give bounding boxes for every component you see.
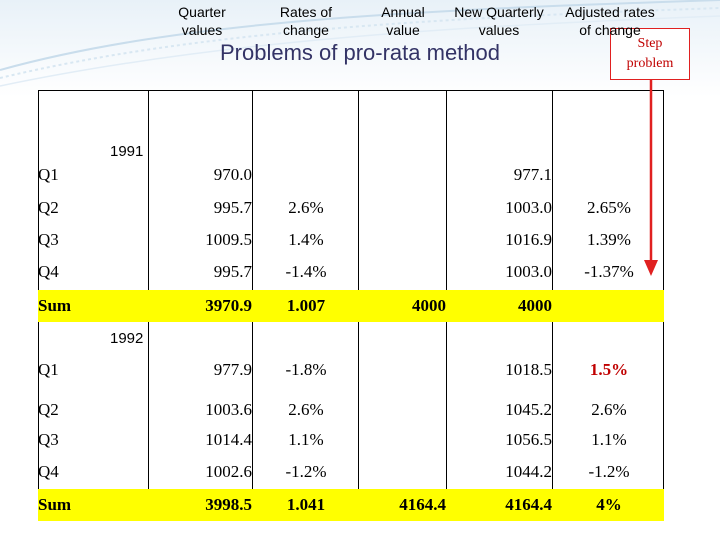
new-quarterly-value: 1044.2 xyxy=(505,462,552,481)
annual-value xyxy=(360,354,446,386)
rate-of-change: 2.6% xyxy=(288,400,324,419)
adjusted-rate: -1.2% xyxy=(588,462,630,481)
table-row: Q4 1002.6 -1.2% 1044.2 -1.2% xyxy=(38,456,664,488)
new-quarterly-value: 1003.0 xyxy=(505,262,552,281)
annual-value xyxy=(360,424,446,456)
table-row: Q1 970.0 977.1 xyxy=(38,159,664,191)
row-label: Q4 xyxy=(38,462,59,481)
quarter-value: 1002.6 xyxy=(205,462,252,481)
callout-line-1: Step xyxy=(637,36,663,51)
row-label: Sum xyxy=(38,296,72,315)
row-label: Q1 xyxy=(38,360,59,379)
quarter-value: 970.0 xyxy=(213,165,252,184)
adjusted-rate: 2.65% xyxy=(587,198,631,217)
sum-row-1991: Sum 3970.9 1.007 4000 4000 xyxy=(38,290,664,322)
header-rates-of-change: Rates of change xyxy=(279,4,333,38)
row-label: Q4 xyxy=(38,262,59,281)
adjusted-rate: 2.6% xyxy=(591,400,627,419)
row-label: Q3 xyxy=(38,230,59,249)
adjusted-rate: -1.37% xyxy=(584,262,634,281)
year-label-1992: 1992 xyxy=(110,330,144,347)
quarter-sum: 3970.9 xyxy=(205,296,252,315)
header-quarter-values: Quarter values xyxy=(178,4,226,38)
rate-of-change: -1.4% xyxy=(285,262,327,281)
quarter-value: 977.9 xyxy=(213,360,252,379)
annual-value: 4164.4 xyxy=(399,495,446,514)
header-annual-value: Annual value xyxy=(381,4,425,38)
new-quarterly-value: 1016.9 xyxy=(505,230,552,249)
table-row: Q3 1009.5 1.4% 1016.9 1.39% xyxy=(38,224,664,256)
rate-of-change: -1.2% xyxy=(285,462,327,481)
adjusted-rate: 4% xyxy=(596,495,622,514)
adjusted-rate: 1.39% xyxy=(587,230,631,249)
rate-of-change: -1.8% xyxy=(285,360,327,379)
header-adjusted-rates: Adjusted rates of change xyxy=(565,4,655,38)
new-quarterly-value: 1018.5 xyxy=(505,360,552,379)
adjusted-rate: 1.1% xyxy=(591,430,627,449)
rate-of-change: 1.4% xyxy=(288,230,324,249)
annual-value xyxy=(360,394,446,426)
new-quarterly-value: 977.1 xyxy=(513,165,552,184)
table-row: Q2 1003.6 2.6% 1045.2 2.6% xyxy=(38,394,664,426)
step-problem-callout: Step problem xyxy=(610,28,690,80)
row-label: Q3 xyxy=(38,430,59,449)
adjusted-rate xyxy=(554,290,664,322)
year-label-1991: 1991 xyxy=(110,143,144,160)
slide-title: Problems of pro-rata method xyxy=(219,40,501,65)
annual-value xyxy=(360,192,446,224)
table-row: Q2 995.7 2.6% 1003.0 2.65% xyxy=(38,192,664,224)
table-top-border xyxy=(38,90,664,91)
rate-of-change: 2.6% xyxy=(288,198,324,217)
table-row: Q4 995.7 -1.4% 1003.0 -1.37% xyxy=(38,256,664,288)
row-label: Q2 xyxy=(38,400,59,419)
rate-product: 1.041 xyxy=(286,495,326,514)
adjusted-rate xyxy=(554,159,664,191)
quarter-value: 1009.5 xyxy=(205,230,252,249)
table-row: Q1 977.9 -1.8% 1018.5 1.5% xyxy=(38,354,664,386)
quarter-value: 995.7 xyxy=(213,198,252,217)
annual-value xyxy=(360,456,446,488)
new-quarterly-value: 1045.2 xyxy=(505,400,552,419)
sum-row-1992: Sum 3998.5 1.041 4164.4 4164.4 4% xyxy=(38,489,664,521)
decorative-swoosh xyxy=(0,0,720,87)
row-label: Q2 xyxy=(38,198,59,217)
quarter-value: 995.7 xyxy=(213,262,252,281)
new-quarterly-value: 1003.0 xyxy=(505,198,552,217)
new-quarterly-sum: 4164.4 xyxy=(505,495,552,514)
new-quarterly-sum: 4000 xyxy=(518,296,552,315)
annual-value xyxy=(360,159,446,191)
rate-of-change: 1.1% xyxy=(288,430,324,449)
table-row: Q3 1014.4 1.1% 1056.5 1.1% xyxy=(38,424,664,456)
annual-value xyxy=(360,256,446,288)
row-label: Q1 xyxy=(38,165,59,184)
header-new-quarterly-values: New Quarterly values xyxy=(454,4,544,38)
quarter-value: 1014.4 xyxy=(205,430,252,449)
rate-of-change xyxy=(254,159,358,191)
new-quarterly-value: 1056.5 xyxy=(505,430,552,449)
callout-line-2: problem xyxy=(626,56,674,71)
annual-value: 4000 xyxy=(412,296,446,315)
row-label: Sum xyxy=(38,495,72,514)
quarter-sum: 3998.5 xyxy=(205,495,252,514)
annual-value xyxy=(360,224,446,256)
adjusted-rate: 1.5% xyxy=(589,360,629,379)
quarter-value: 1003.6 xyxy=(205,400,252,419)
rate-product: 1.007 xyxy=(286,296,326,315)
